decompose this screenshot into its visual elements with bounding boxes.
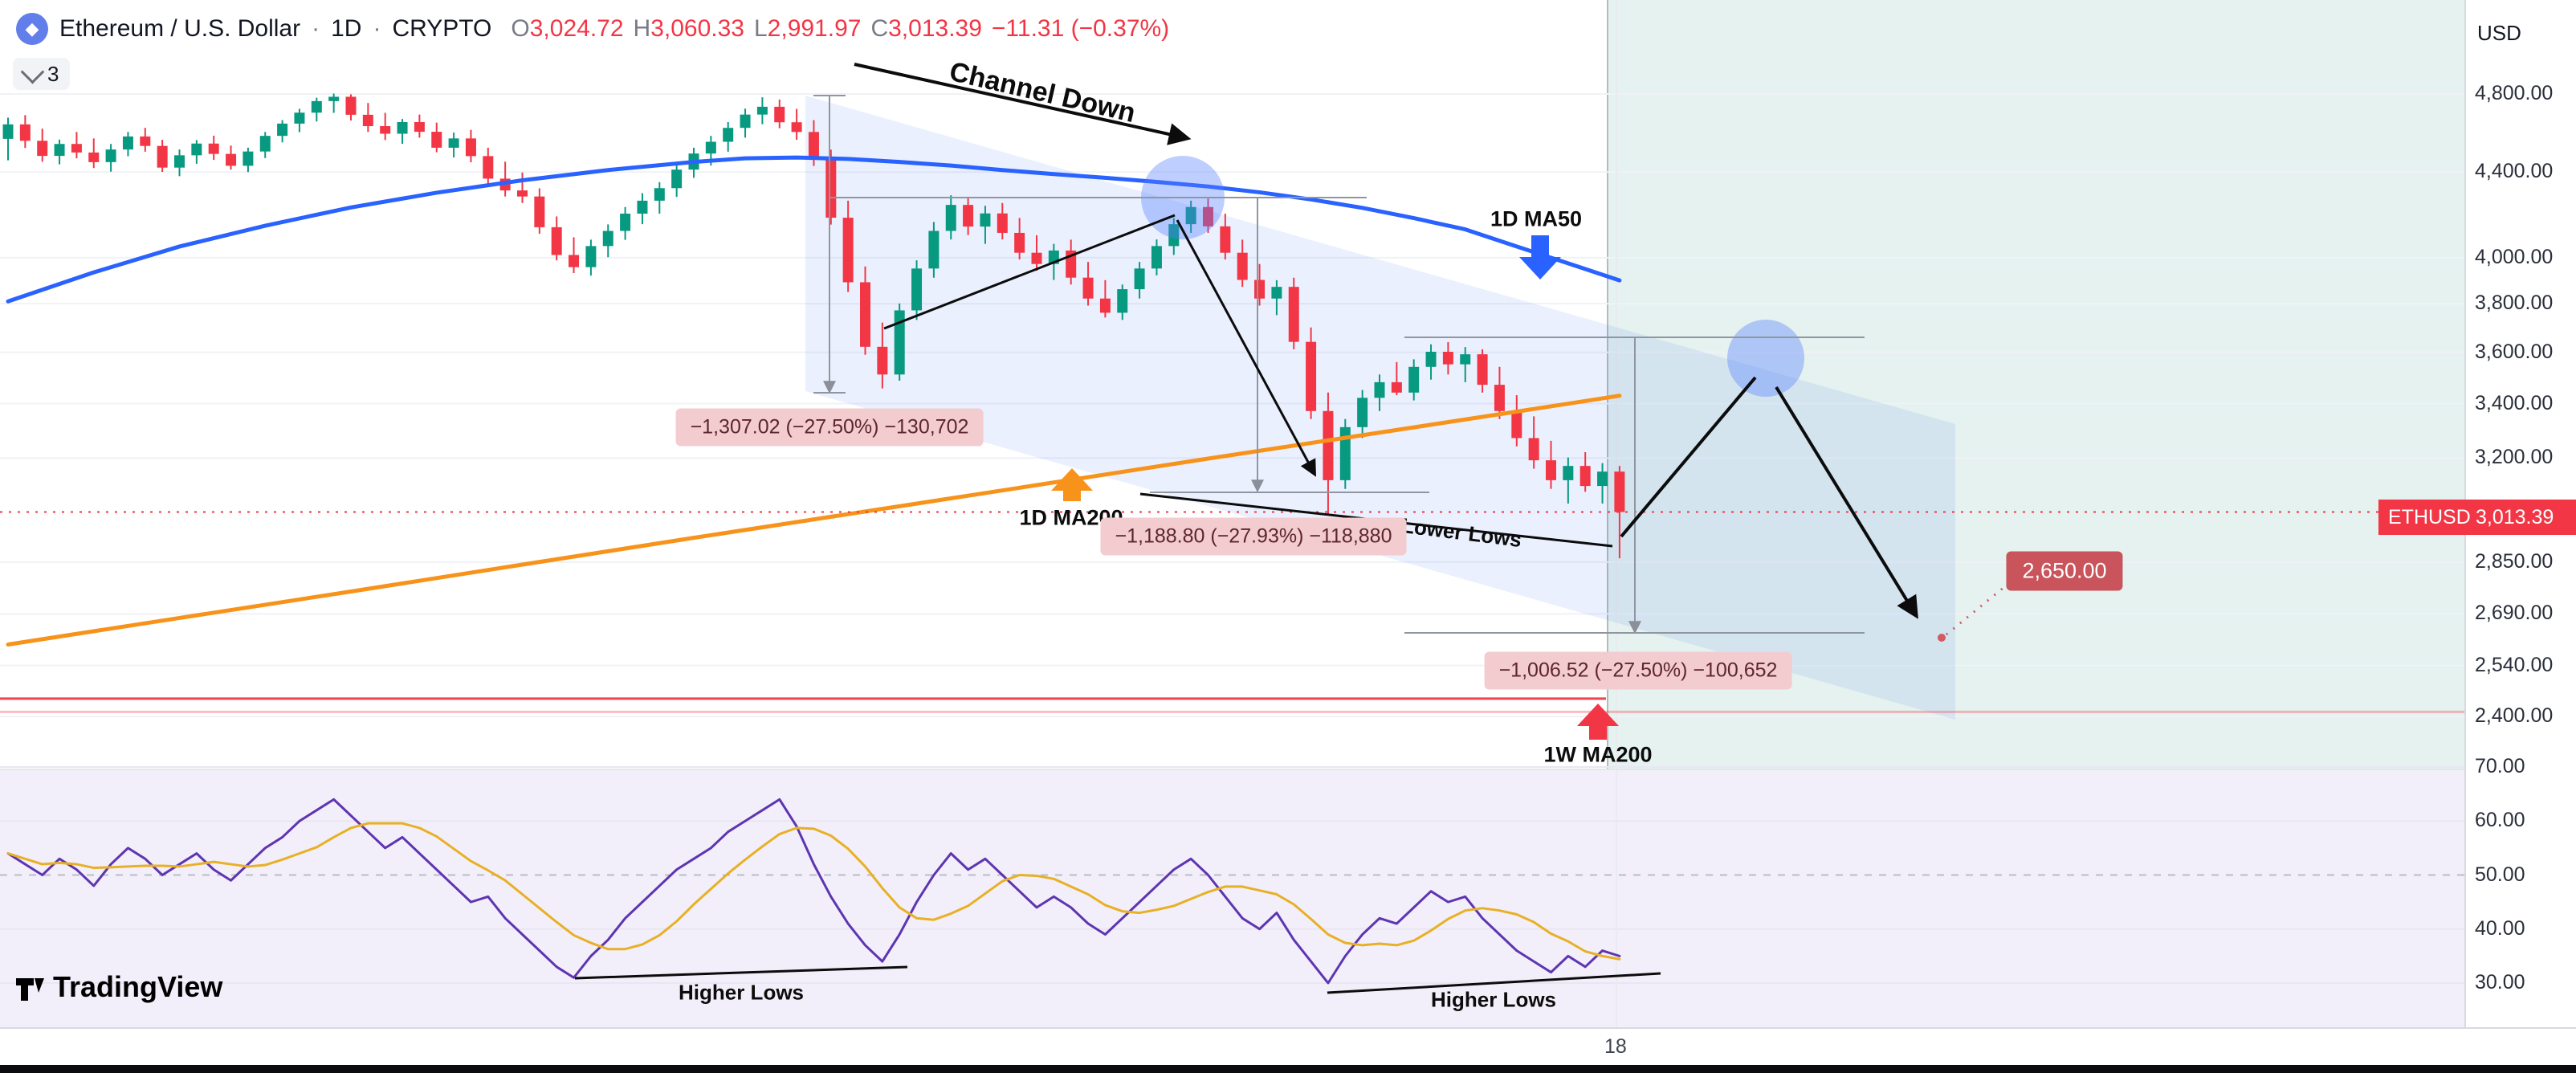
price-tick: 4,800.00 — [2475, 81, 2554, 104]
high-value: 3,060.33 — [650, 15, 744, 42]
rsi-pane-background[interactable] — [0, 769, 2464, 1027]
grid-lines — [0, 0, 2464, 1027]
interval-label[interactable]: 1D — [331, 15, 362, 42]
open-value: 3,024.72 — [529, 15, 624, 42]
symbol-header[interactable]: ◆ Ethereum / U.S. Dollar · 1D · CRYPTO O… — [16, 13, 1169, 45]
exchange-label[interactable]: CRYPTO — [392, 15, 492, 42]
price-tag-symbol: ETHUSD — [2388, 505, 2471, 528]
price-tick: 3,600.00 — [2475, 340, 2554, 363]
price-tick: 3,400.00 — [2475, 391, 2554, 414]
price-tick: 2,850.00 — [2475, 549, 2554, 573]
close-value: 3,013.39 — [888, 15, 982, 42]
header-separator: · — [312, 15, 320, 42]
symbol-title[interactable]: Ethereum / U.S. Dollar — [59, 15, 301, 42]
header-separator-2: · — [373, 15, 381, 42]
ma200-pointer-arrow-icon — [1051, 468, 1093, 501]
price-series — [0, 93, 2464, 985]
price-tag: ETHUSD 3,013.39 — [2378, 500, 2576, 535]
rsi-tick: 50.00 — [2475, 863, 2525, 886]
price-tick: 2,690.00 — [2475, 602, 2554, 625]
tradingview-logo-icon — [16, 978, 44, 1001]
time-axis[interactable]: 18 — [0, 1027, 2576, 1067]
indicator-count: 3 — [47, 61, 59, 86]
chevron-down-icon — [20, 59, 45, 84]
weekly-ma200-pointer-arrow-icon — [1577, 704, 1619, 740]
tradingview-logo[interactable]: TradingView — [14, 970, 222, 1004]
price-tick: 3,200.00 — [2475, 446, 2554, 469]
ma50-pointer-arrow-icon — [1519, 235, 1561, 279]
rsi-tick: 40.00 — [2475, 916, 2525, 940]
price-tag-value: 3,013.39 — [2476, 505, 2554, 528]
rsi-tick: 30.00 — [2475, 971, 2525, 993]
price-tick: 2,400.00 — [2475, 704, 2554, 727]
low-value: 2,991.97 — [767, 15, 862, 42]
indicators-collapse-button[interactable]: 3 — [13, 58, 71, 90]
tradingview-logo-text: TradingView — [53, 970, 223, 1003]
change-value: −11.31 (−0.37%) — [991, 15, 1170, 42]
rsi-tick: 70.00 — [2475, 755, 2525, 777]
axis-currency-label: USD — [2477, 21, 2521, 45]
price-tick: 4,400.00 — [2475, 160, 2554, 183]
price-tick: 3,800.00 — [2475, 292, 2554, 315]
bottom-bar — [0, 1065, 2576, 1073]
price-tick: 2,540.00 — [2475, 653, 2554, 676]
ohlc-values: O3,024.72 H3,060.33 L2,991.97 C3,013.39 … — [511, 15, 1170, 42]
channel-touch-circle-2 — [1727, 320, 1804, 397]
price-tick: 4,000.00 — [2475, 245, 2554, 268]
rsi-tick: 60.00 — [2475, 809, 2525, 832]
ethereum-logo-icon: ◆ — [16, 13, 48, 45]
time-axis-label: 18 — [1604, 1035, 1627, 1058]
